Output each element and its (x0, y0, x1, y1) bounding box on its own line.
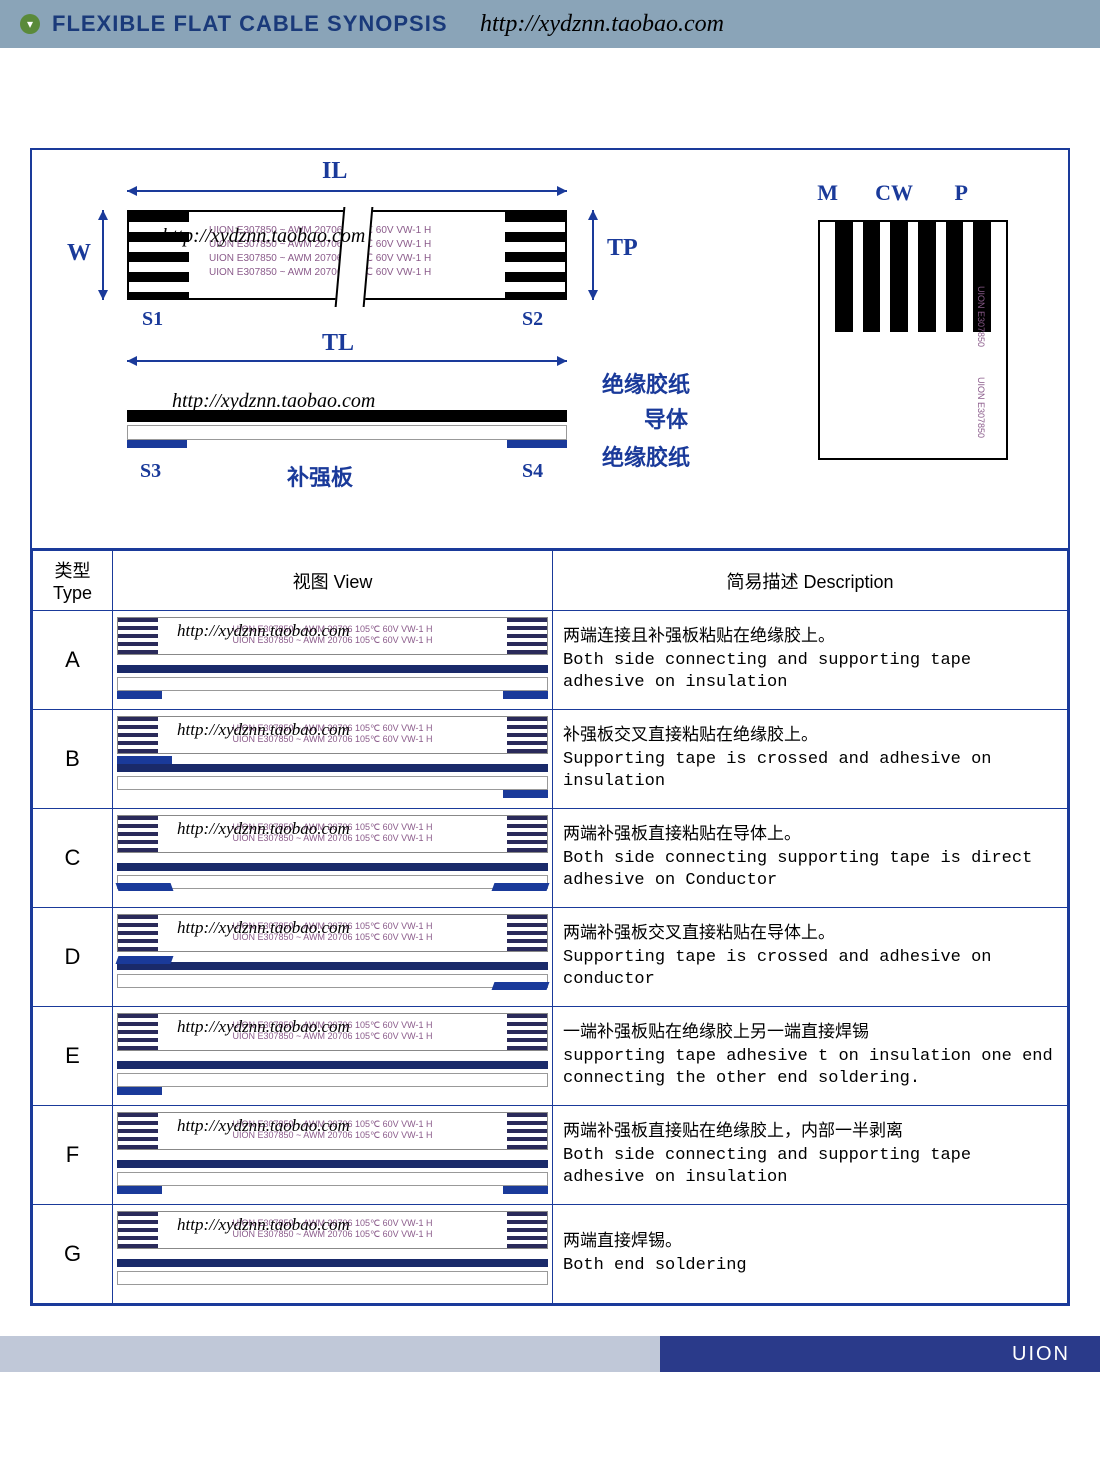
table-row: EUION E307850 ~ AWM 20706 105℃ 60V VW-1 … (33, 1007, 1068, 1106)
type-cell: E (33, 1007, 113, 1106)
header-bar: ▾ FLEXIBLE FLAT CABLE SYNOPSIS http://xy… (0, 0, 1100, 48)
dim-tl-label: TL (322, 330, 354, 357)
view-cell: UION E307850 ~ AWM 20706 105℃ 60V VW-1 H… (113, 710, 553, 809)
description-cell: 一端补强板贴在绝缘胶上另一端直接焊锡supporting tape adhesi… (553, 1007, 1068, 1106)
table-row: BUION E307850 ~ AWM 20706 105℃ 60V VW-1 … (33, 710, 1068, 809)
type-cell: B (33, 710, 113, 809)
type-cell: D (33, 908, 113, 1007)
dim-tp-arrow (592, 210, 594, 300)
type-cell: C (33, 809, 113, 908)
view-cell: UION E307850 ~ AWM 20706 105℃ 60V VW-1 H… (113, 1205, 553, 1304)
view-diagram: UION E307850 ~ AWM 20706 105℃ 60V VW-1 H… (117, 813, 548, 903)
description-cell: 两端连接且补强板粘贴在绝缘胶上。Both side connecting and… (553, 611, 1068, 710)
end-view-body: UION E307850 UION E307850 (818, 220, 1008, 460)
th-description: 简易描述 Description (553, 551, 1068, 611)
description-cell: 两端补强板直接贴在绝缘胶上，内部一半剥离Both side connecting… (553, 1106, 1068, 1205)
dim-s1-label: S1 (142, 308, 163, 331)
callout-stiffener: 补强板 (287, 460, 353, 492)
dim-s4-label: S4 (522, 460, 543, 483)
table-row: AUION E307850 ~ AWM 20706 105℃ 60V VW-1 … (33, 611, 1068, 710)
dim-il-arrow (127, 190, 567, 192)
callout-insulation1: 绝缘胶纸 (602, 367, 690, 399)
type-table: 类型 Type 视图 View 简易描述 Description AUION E… (32, 550, 1068, 1304)
dim-w-arrow (102, 210, 104, 300)
footer-bar: UION (0, 1336, 1100, 1372)
view-cell: UION E307850 ~ AWM 20706 105℃ 60V VW-1 H… (113, 1106, 553, 1205)
footer-brand: UION (1012, 1343, 1070, 1366)
cable-top-view: UION E307850 ~ AWM 20706 105℃ 60V VW-1 H… (127, 210, 567, 300)
end-view-marking: UION E307850 UION E307850 (840, 286, 986, 438)
view-cell: UION E307850 ~ AWM 20706 105℃ 60V VW-1 H… (113, 908, 553, 1007)
dim-s2-label: S2 (522, 308, 543, 331)
table-row: FUION E307850 ~ AWM 20706 105℃ 60V VW-1 … (33, 1106, 1068, 1205)
view-cell: UION E307850 ~ AWM 20706 105℃ 60V VW-1 H… (113, 809, 553, 908)
cable-stripes-right (505, 212, 565, 298)
view-cell: UION E307850 ~ AWM 20706 105℃ 60V VW-1 H… (113, 1007, 553, 1106)
cable-cross-section (127, 400, 567, 450)
xsection-stiffener-left (127, 440, 187, 448)
xsection-stiffener-right (507, 440, 567, 448)
dim-m-label: M (817, 180, 838, 206)
dim-tp-label: TP (607, 235, 638, 262)
th-type: 类型 Type (33, 551, 113, 611)
diagram-area: IL W TP UION E307850 ~ AWM 20706 105℃ 60… (32, 150, 1068, 550)
view-diagram: UION E307850 ~ AWM 20706 105℃ 60V VW-1 H… (117, 615, 548, 705)
type-cell: F (33, 1106, 113, 1205)
header-url: http://xydznn.taobao.com (480, 11, 724, 38)
view-diagram: UION E307850 ~ AWM 20706 105℃ 60V VW-1 H… (117, 1110, 548, 1200)
dim-p-label: P (955, 180, 968, 206)
dim-s3-label: S3 (140, 460, 161, 483)
dim-tl-arrow (127, 360, 567, 362)
type-cell: A (33, 611, 113, 710)
description-cell: 两端补强板交叉直接粘贴在导体上。Supporting tape is cross… (553, 908, 1068, 1007)
view-diagram: UION E307850 ~ AWM 20706 105℃ 60V VW-1 H… (117, 1011, 548, 1101)
callout-conductor: 导体 (644, 402, 688, 434)
description-cell: 两端直接焊锡。Both end soldering (553, 1205, 1068, 1304)
xsection-conductor-layer (127, 410, 567, 422)
down-arrow-icon: ▾ (20, 14, 40, 34)
cable-end-view: UION E307850 UION E307850 (818, 220, 1008, 500)
header-title: FLEXIBLE FLAT CABLE SYNOPSIS (52, 11, 448, 37)
dim-cw-label: CW (875, 180, 913, 206)
table-row: GUION E307850 ~ AWM 20706 105℃ 60V VW-1 … (33, 1205, 1068, 1304)
type-cell: G (33, 1205, 113, 1304)
cable-break-symbol (335, 207, 374, 307)
view-diagram: UION E307850 ~ AWM 20706 105℃ 60V VW-1 H… (117, 714, 548, 804)
main-container: IL W TP UION E307850 ~ AWM 20706 105℃ 60… (30, 148, 1070, 1306)
table-header-row: 类型 Type 视图 View 简易描述 Description (33, 551, 1068, 611)
callout-insulation2: 绝缘胶纸 (602, 440, 690, 472)
description-cell: 两端补强板直接粘贴在导体上。Both side connecting suppo… (553, 809, 1068, 908)
view-cell: UION E307850 ~ AWM 20706 105℃ 60V VW-1 H… (113, 611, 553, 710)
table-row: DUION E307850 ~ AWM 20706 105℃ 60V VW-1 … (33, 908, 1068, 1007)
dim-w-label: W (67, 240, 91, 267)
dim-il-label: IL (322, 158, 347, 185)
view-diagram: UION E307850 ~ AWM 20706 105℃ 60V VW-1 H… (117, 1209, 548, 1299)
view-diagram: UION E307850 ~ AWM 20706 105℃ 60V VW-1 H… (117, 912, 548, 1002)
th-view: 视图 View (113, 551, 553, 611)
xsection-insulation-layer (127, 425, 567, 440)
cable-stripes-left (129, 212, 189, 298)
description-cell: 补强板交叉直接粘贴在绝缘胶上。Supporting tape is crosse… (553, 710, 1068, 809)
table-row: CUION E307850 ~ AWM 20706 105℃ 60V VW-1 … (33, 809, 1068, 908)
